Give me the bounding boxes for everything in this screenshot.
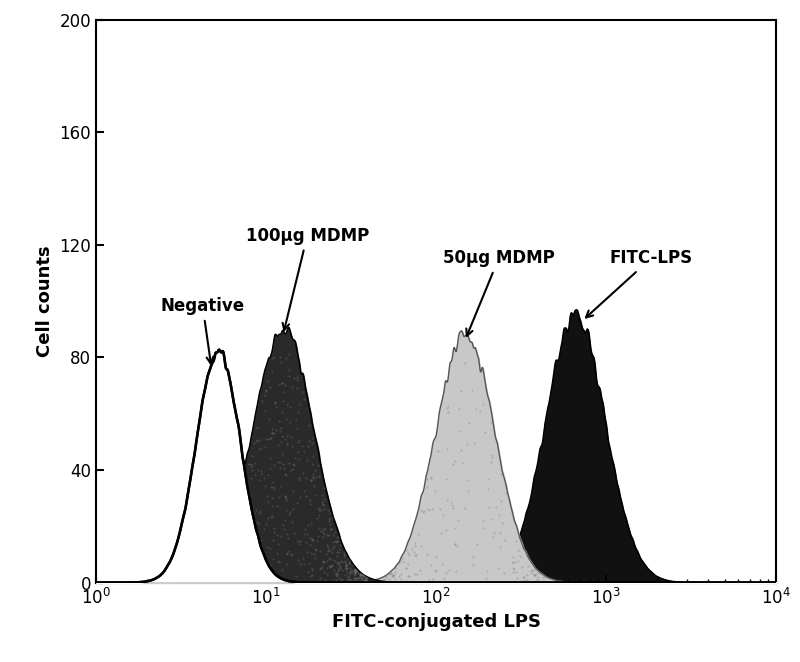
Text: Negative: Negative [161, 297, 245, 363]
Text: FITC-LPS: FITC-LPS [586, 250, 693, 318]
X-axis label: FITC-conjugated LPS: FITC-conjugated LPS [331, 613, 541, 631]
Text: 100μg MDMP: 100μg MDMP [246, 227, 369, 330]
Text: 50μg MDMP: 50μg MDMP [443, 250, 554, 336]
Y-axis label: Cell counts: Cell counts [36, 246, 54, 357]
